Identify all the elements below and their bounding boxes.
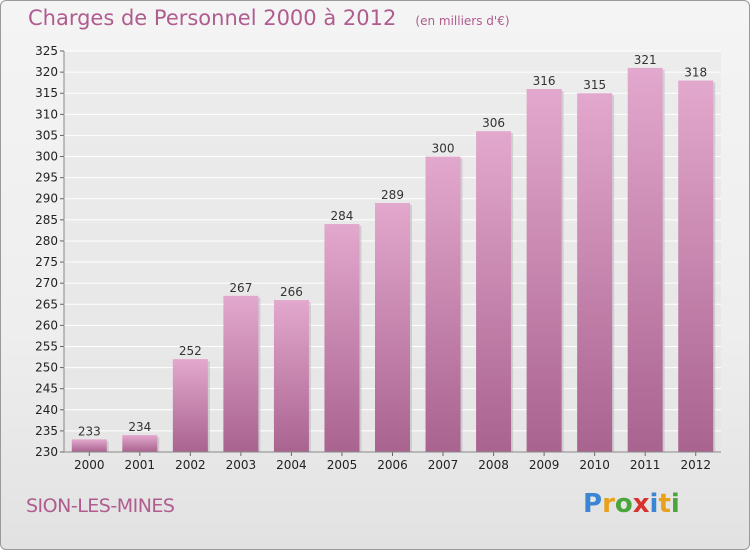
logo-letter: r bbox=[602, 489, 615, 519]
bar-2010 bbox=[577, 93, 613, 453]
bar-2012 bbox=[678, 80, 714, 453]
y-axis: 230 235 240 245 250 255 260 265 270 275 280 285 290 2… bbox=[35, 44, 65, 459]
y-tick-label: 300 bbox=[35, 150, 58, 164]
value-label-2005: 284 bbox=[331, 209, 354, 223]
y-tick-label: 240 bbox=[35, 403, 58, 417]
value-label-2012: 318 bbox=[684, 66, 707, 80]
logo-letter: P bbox=[583, 489, 603, 519]
x-tick-label-2001: 2001 bbox=[125, 458, 156, 472]
x-tick-label-2003: 2003 bbox=[226, 458, 257, 472]
y-tick-label: 270 bbox=[35, 276, 58, 290]
x-tick-label-2002: 2002 bbox=[175, 458, 206, 472]
value-label-2004: 266 bbox=[280, 285, 303, 299]
y-tick-label: 310 bbox=[35, 107, 58, 121]
y-tick-label: 230 bbox=[35, 445, 58, 459]
logo-letter: i bbox=[649, 489, 659, 519]
y-tick-label: 260 bbox=[35, 318, 58, 332]
bar-2009 bbox=[526, 88, 562, 452]
y-tick-label: 255 bbox=[35, 339, 58, 353]
bar-2000 bbox=[71, 439, 107, 452]
chart-unit-label: (en milliers d'€) bbox=[415, 14, 510, 28]
y-tick-label: 285 bbox=[35, 213, 58, 227]
logo-letter: t bbox=[658, 489, 671, 519]
y-tick-label: 325 bbox=[35, 44, 58, 58]
y-tick-label: 280 bbox=[35, 234, 58, 248]
x-tick-label-2012: 2012 bbox=[680, 458, 711, 472]
bar-2004 bbox=[273, 300, 309, 452]
bar-2002 bbox=[172, 359, 208, 452]
value-label-2001: 234 bbox=[128, 420, 151, 434]
chart-title-text: Charges de Personnel 2000 à 2012 bbox=[28, 6, 397, 30]
value-label-2007: 300 bbox=[432, 142, 455, 156]
value-label-2010: 315 bbox=[583, 78, 606, 92]
bar-2006 bbox=[375, 202, 410, 452]
bar-2001 bbox=[122, 435, 158, 452]
y-tick-label: 265 bbox=[35, 297, 58, 311]
y-tick-label: 320 bbox=[35, 65, 58, 79]
y-tick-label: 235 bbox=[35, 424, 58, 438]
value-label-2009: 316 bbox=[533, 74, 556, 88]
bar-2011 bbox=[627, 67, 663, 452]
x-tick-label-2011: 2011 bbox=[630, 458, 661, 472]
logo-letter: x bbox=[632, 489, 650, 519]
x-tick-label-2008: 2008 bbox=[478, 458, 509, 472]
bars: 233 234 252 267 266 284 289 300 306 316 315 321 318 bbox=[71, 53, 716, 453]
y-tick-label: 275 bbox=[35, 255, 58, 269]
chart-title: Charges de Personnel 2000 à 2012 (en mil… bbox=[28, 6, 510, 30]
x-axis: 2000 2001 2002 2003 2004 2005 2006 2007 2008 2009… bbox=[64, 451, 721, 472]
y-tick-label: 250 bbox=[35, 361, 58, 375]
logo-letter: o bbox=[614, 489, 633, 519]
value-label-2008: 306 bbox=[482, 116, 505, 130]
value-label-2000: 233 bbox=[78, 424, 101, 438]
bar-2007 bbox=[425, 156, 461, 453]
y-tick-label: 295 bbox=[35, 171, 58, 185]
commune-name: SION-LES-MINES bbox=[26, 495, 175, 517]
x-tick-label-2000: 2000 bbox=[74, 458, 105, 472]
value-label-2011: 321 bbox=[634, 53, 657, 67]
bar-2008 bbox=[476, 131, 512, 452]
value-label-2006: 289 bbox=[381, 188, 404, 202]
x-tick-label-2007: 2007 bbox=[428, 458, 459, 472]
x-tick-label-2005: 2005 bbox=[327, 458, 358, 472]
value-label-2003: 267 bbox=[229, 281, 252, 295]
value-label-2002: 252 bbox=[179, 344, 202, 358]
x-tick-label-2009: 2009 bbox=[529, 458, 560, 472]
y-tick-label: 245 bbox=[35, 382, 58, 396]
bar-2005 bbox=[324, 224, 360, 452]
x-tick-label-2006: 2006 bbox=[377, 458, 408, 472]
x-tick-label-2010: 2010 bbox=[579, 458, 610, 472]
proxiti-logo[interactable]: Proxiti bbox=[583, 489, 680, 519]
y-tick-label: 305 bbox=[35, 128, 58, 142]
x-tick-label-2004: 2004 bbox=[276, 458, 307, 472]
y-tick-label: 290 bbox=[35, 192, 58, 206]
logo-letter: i bbox=[670, 489, 680, 519]
bar-2003 bbox=[223, 295, 259, 452]
y-tick-label: 315 bbox=[35, 86, 58, 100]
